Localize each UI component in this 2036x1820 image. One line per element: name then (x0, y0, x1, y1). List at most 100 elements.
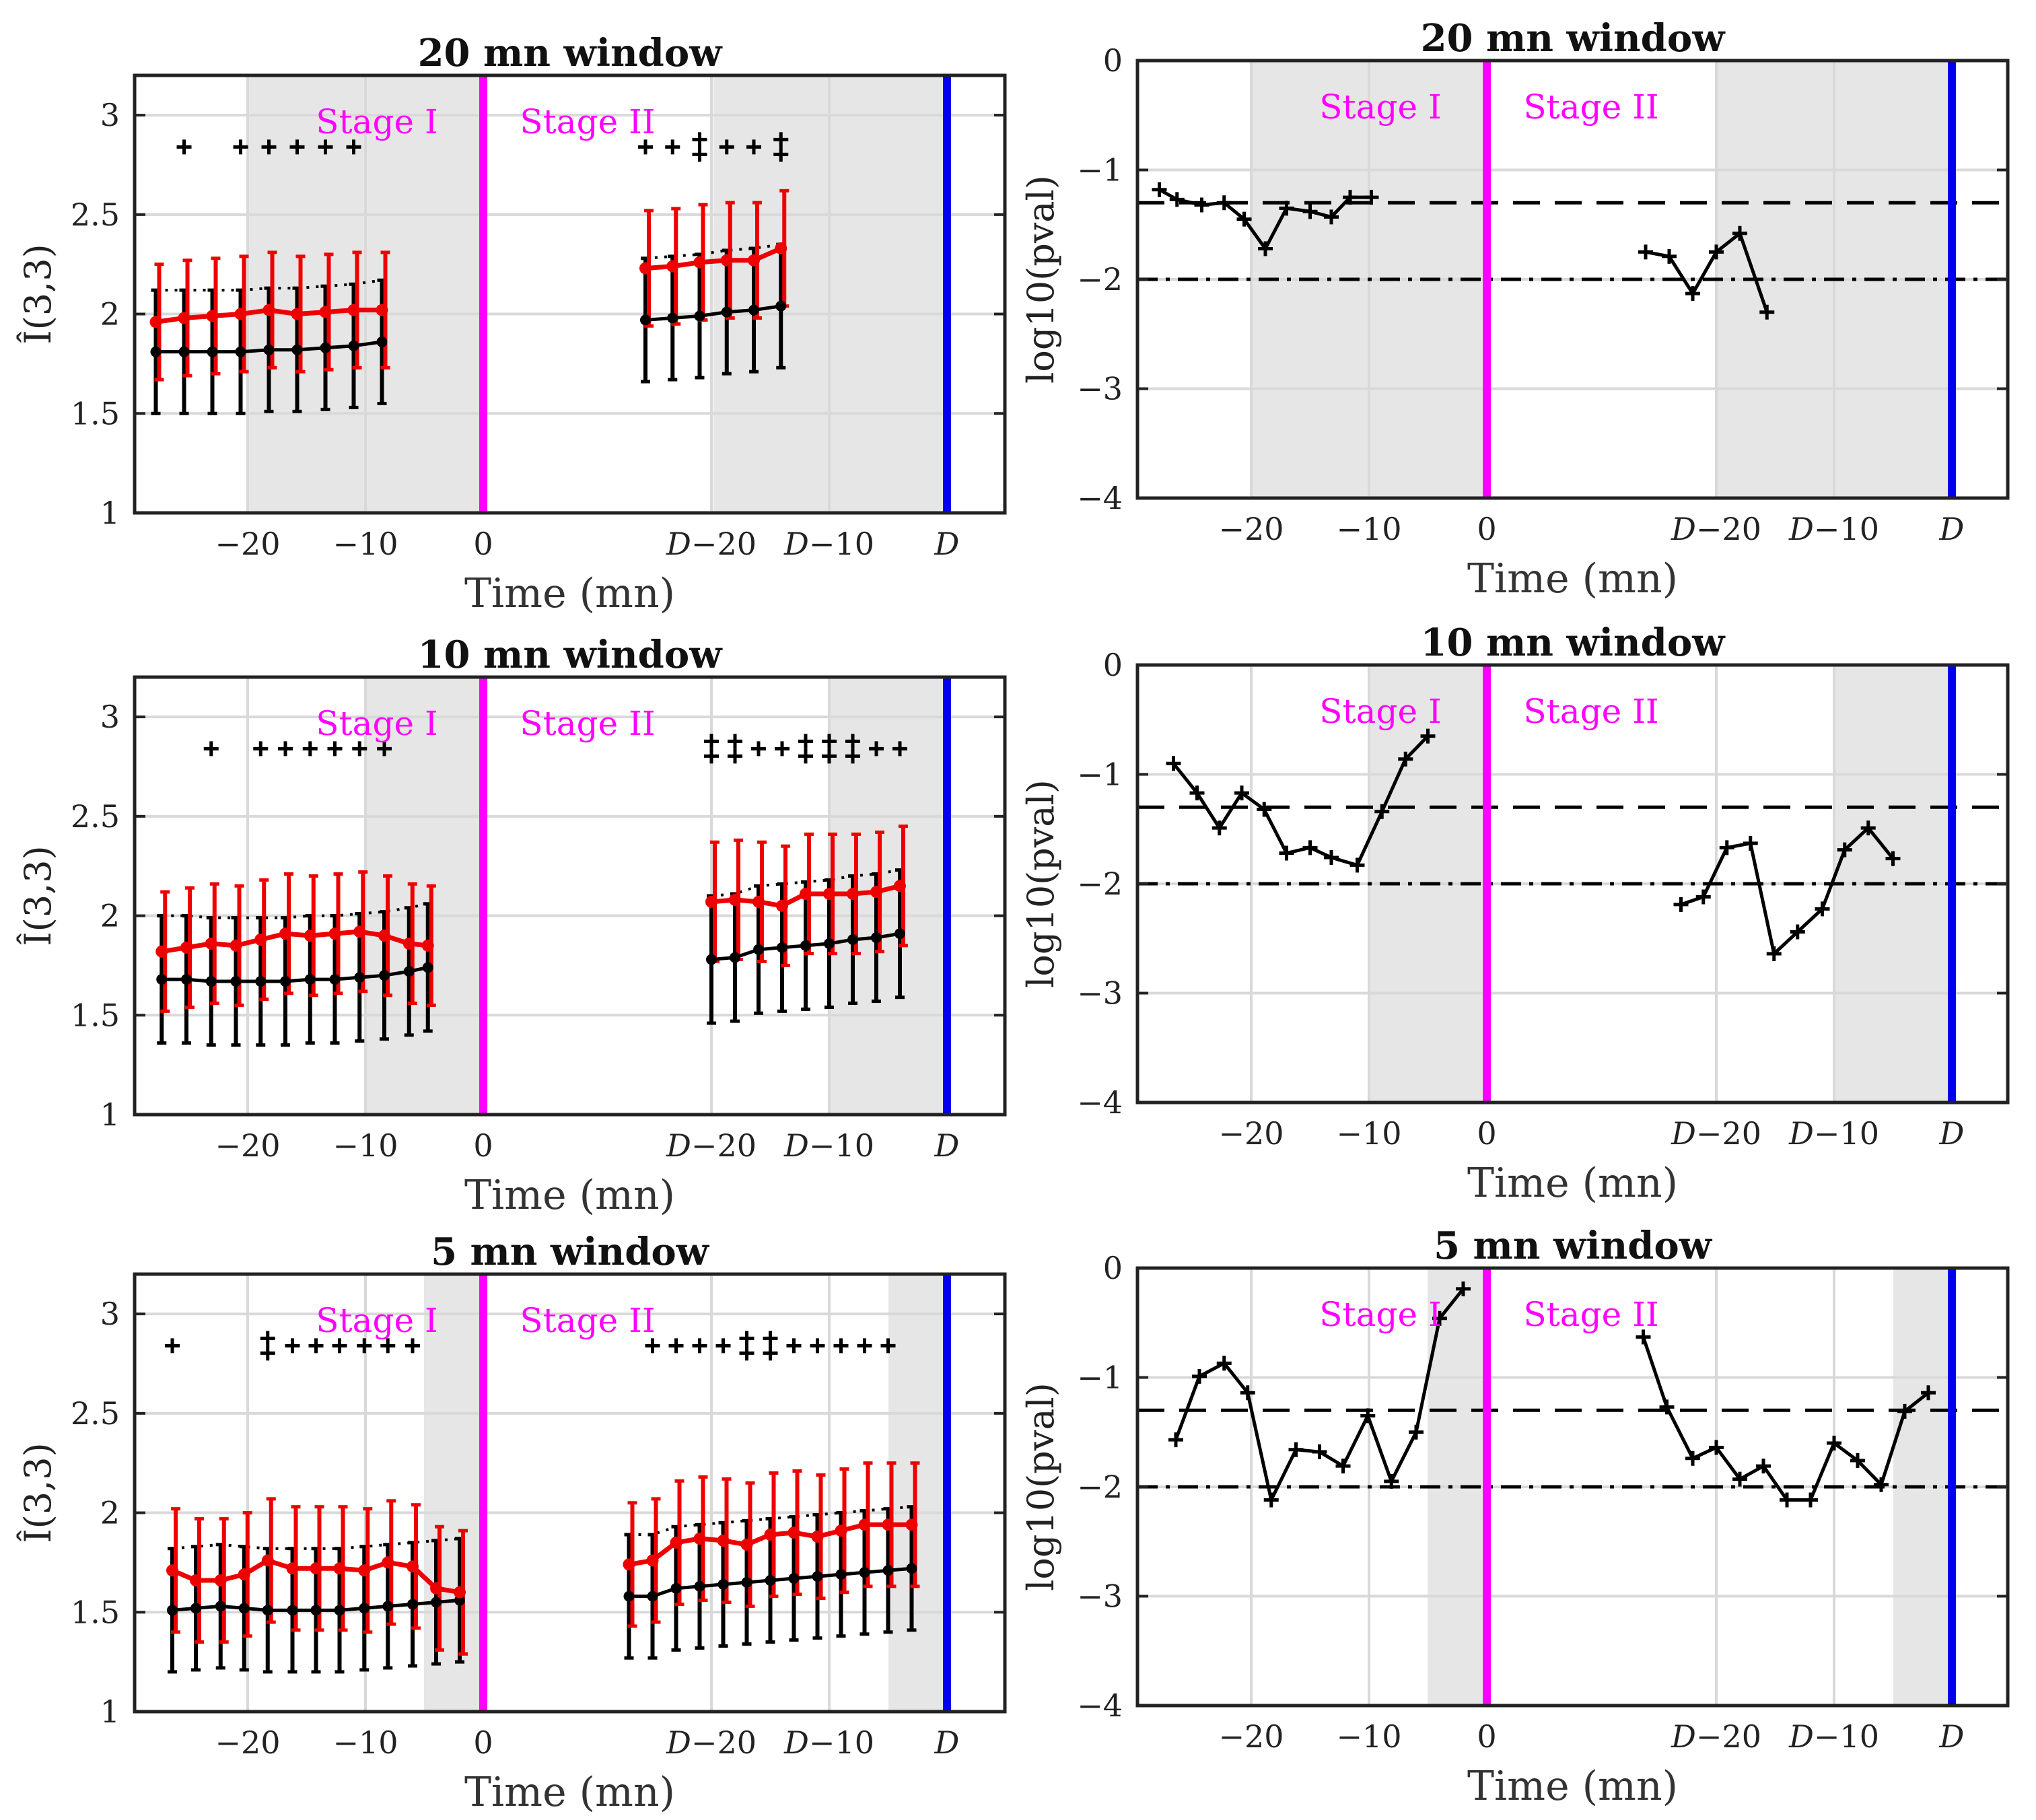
x-tick-label: D−10 (783, 526, 874, 562)
x-tick-label-d: D (1788, 1718, 1814, 1755)
x-tick-label: −20 (1218, 1718, 1284, 1755)
panel-r5: Stage I Stage II−4−3−2−10−20 −10 0 D−20 D−10 D… (1020, 1224, 2010, 1810)
y-tick-label: 3 (100, 97, 120, 133)
black-data-point (167, 1605, 178, 1616)
black-data-point (894, 928, 905, 940)
red-data-point (421, 939, 434, 952)
black-data-point (334, 1605, 345, 1616)
black-data-point (379, 970, 390, 981)
y-tick-label: −4 (1077, 1687, 1123, 1724)
black-data-point (320, 342, 331, 353)
red-data-point (748, 254, 760, 267)
x-tick-label: D−20 (1671, 1718, 1761, 1755)
plot-frame (133, 73, 1007, 515)
black-data-point (694, 310, 705, 322)
black-data-point (835, 1569, 847, 1580)
y-axis-label: Î(3,3) (16, 244, 59, 344)
x-axis-label: Time (mn) (464, 1769, 675, 1816)
red-data-point (149, 316, 162, 328)
black-data-point (205, 976, 217, 987)
x-tick-label: −20 (215, 1724, 280, 1761)
x-tick-label-d: D (666, 1127, 691, 1164)
black-data-point (287, 1605, 298, 1616)
y-axis-label: log10(pval) (1020, 1382, 1062, 1591)
x-tick-label: −10 (1336, 1115, 1401, 1152)
y-tick-label: −3 (1077, 975, 1123, 1012)
red-data-point (206, 310, 219, 322)
red-data-point (382, 1556, 394, 1569)
red-data-point (776, 899, 788, 912)
panel-r20: Stage I Stage II−4−3−2−10−20 −10 0 D−20 D−10 D… (1020, 16, 2010, 602)
y-tick-label: 2.5 (71, 798, 120, 835)
black-data-point (775, 300, 787, 312)
y-tick-label: −3 (1077, 371, 1123, 407)
y-tick-label: 2 (100, 296, 120, 332)
x-tick-label: 0 (1477, 1115, 1496, 1152)
red-data-point (214, 1574, 227, 1586)
x-tick-label: 0 (1477, 1718, 1496, 1755)
y-tick-label: 1.5 (71, 997, 120, 1033)
panel-title: 20 mn window (1421, 16, 1726, 61)
y-tick-label: 2 (100, 1495, 120, 1531)
black-data-point (262, 1605, 273, 1616)
red-data-point (454, 1586, 466, 1599)
red-data-point (729, 893, 741, 906)
black-data-point (230, 976, 242, 987)
x-tick-label: D−10 (1788, 511, 1879, 547)
x-tick-label: D−20 (666, 526, 757, 562)
red-data-point (858, 1518, 871, 1531)
x-tick-label-d: D (666, 526, 691, 562)
panel-title: 10 mn window (1421, 621, 1726, 665)
black-data-point (812, 1571, 823, 1582)
x-axis-label: Time (mn) (1467, 1160, 1678, 1207)
x-axis-label: Time (mn) (464, 570, 675, 617)
x-tick-label: D−20 (1671, 511, 1761, 547)
x-tick-label-d: D (783, 1724, 809, 1761)
black-data-point (190, 1603, 201, 1614)
x-tick-label-rest: −10 (1814, 1115, 1879, 1152)
red-data-point (178, 312, 190, 324)
x-tick-label: D−10 (783, 1724, 874, 1761)
panel-title: 20 mn window (418, 31, 724, 75)
black-data-point (215, 1601, 226, 1612)
x-tick-label-rest: −20 (1696, 511, 1761, 547)
stage-one-label: Stage I (1319, 88, 1441, 127)
y-axis-label: log10(pval) (1020, 175, 1062, 384)
red-data-point (234, 308, 247, 320)
black-data-point (329, 974, 341, 985)
x-tick-label-d: D (783, 526, 809, 562)
stage-one-label: Stage I (1319, 1295, 1441, 1334)
black-data-point (694, 1580, 705, 1592)
y-tick-label: 1 (100, 1096, 120, 1133)
y-tick-label: 1.5 (71, 395, 120, 431)
black-data-point (304, 974, 316, 985)
red-data-point (254, 934, 267, 946)
x-tick-label: D−20 (1671, 1115, 1761, 1152)
red-data-point (155, 945, 168, 958)
y-tick-label: 1.5 (71, 1594, 120, 1630)
x-tick-label: −10 (332, 526, 398, 562)
stage-two-label: Stage II (520, 102, 655, 141)
x-axis-label: Time (mn) (464, 1172, 675, 1219)
red-data-point (623, 1558, 635, 1571)
red-data-point (764, 1529, 777, 1541)
x-tick-label: 0 (473, 1127, 493, 1164)
red-data-point (353, 925, 366, 938)
red-data-point (835, 1525, 847, 1537)
x-tick-label: D−10 (1788, 1115, 1879, 1152)
x-tick-label-d: D (1671, 1718, 1696, 1755)
red-data-point (693, 256, 706, 269)
red-data-point (847, 888, 859, 901)
red-data-point (230, 939, 242, 952)
x-tick-label: D (1939, 1115, 1965, 1152)
black-data-point (354, 972, 365, 983)
x-tick-label: −20 (1218, 511, 1284, 547)
black-data-point (263, 344, 275, 355)
x-tick-label-d: D (1939, 1718, 1965, 1755)
stage-two-label: Stage II (520, 704, 655, 743)
black-data-point (640, 314, 651, 326)
x-tick-label: D−10 (1788, 1718, 1879, 1755)
red-data-point (402, 937, 415, 950)
x-tick-label-d: D (1788, 511, 1814, 547)
